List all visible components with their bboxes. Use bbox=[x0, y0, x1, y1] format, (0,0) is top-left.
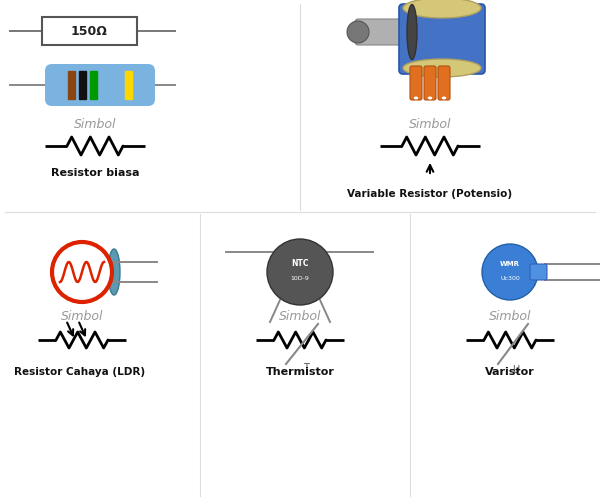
Text: Simbol: Simbol bbox=[409, 118, 451, 130]
Bar bbox=[68, 71, 74, 99]
Text: U: U bbox=[512, 365, 520, 375]
Text: Simbol: Simbol bbox=[489, 310, 531, 322]
Text: 10D-9: 10D-9 bbox=[290, 276, 310, 280]
Text: T: T bbox=[303, 363, 309, 373]
Bar bbox=[42, 17, 137, 45]
Ellipse shape bbox=[403, 0, 481, 18]
FancyBboxPatch shape bbox=[438, 66, 450, 100]
Circle shape bbox=[347, 21, 369, 43]
Circle shape bbox=[52, 242, 112, 302]
Circle shape bbox=[482, 244, 538, 300]
FancyBboxPatch shape bbox=[399, 4, 485, 74]
FancyBboxPatch shape bbox=[530, 264, 547, 280]
FancyBboxPatch shape bbox=[410, 66, 422, 100]
Text: Simbol: Simbol bbox=[61, 310, 103, 322]
Circle shape bbox=[267, 239, 333, 305]
Bar bbox=[125, 71, 131, 99]
Ellipse shape bbox=[108, 249, 120, 295]
Text: 150Ω: 150Ω bbox=[71, 24, 108, 38]
Text: Simbol: Simbol bbox=[279, 310, 321, 322]
Text: Variable Resistor (Potensio): Variable Resistor (Potensio) bbox=[347, 189, 512, 199]
Text: Uc300: Uc300 bbox=[500, 276, 520, 281]
Ellipse shape bbox=[407, 4, 417, 60]
Bar bbox=[90, 71, 97, 99]
Text: NTC: NTC bbox=[291, 258, 309, 268]
Text: Resistor biasa: Resistor biasa bbox=[51, 168, 139, 178]
Text: Simbol: Simbol bbox=[74, 118, 116, 130]
Text: Varistor: Varistor bbox=[485, 367, 535, 377]
FancyBboxPatch shape bbox=[45, 64, 155, 106]
Text: Resistor Cahaya (LDR): Resistor Cahaya (LDR) bbox=[14, 367, 146, 377]
Ellipse shape bbox=[428, 96, 432, 100]
FancyBboxPatch shape bbox=[355, 19, 413, 45]
Text: Thermistor: Thermistor bbox=[266, 367, 334, 377]
Text: WMR: WMR bbox=[500, 261, 520, 267]
FancyBboxPatch shape bbox=[424, 66, 436, 100]
Ellipse shape bbox=[414, 96, 418, 100]
Bar bbox=[79, 71, 86, 99]
Ellipse shape bbox=[403, 59, 481, 77]
Ellipse shape bbox=[442, 96, 446, 100]
